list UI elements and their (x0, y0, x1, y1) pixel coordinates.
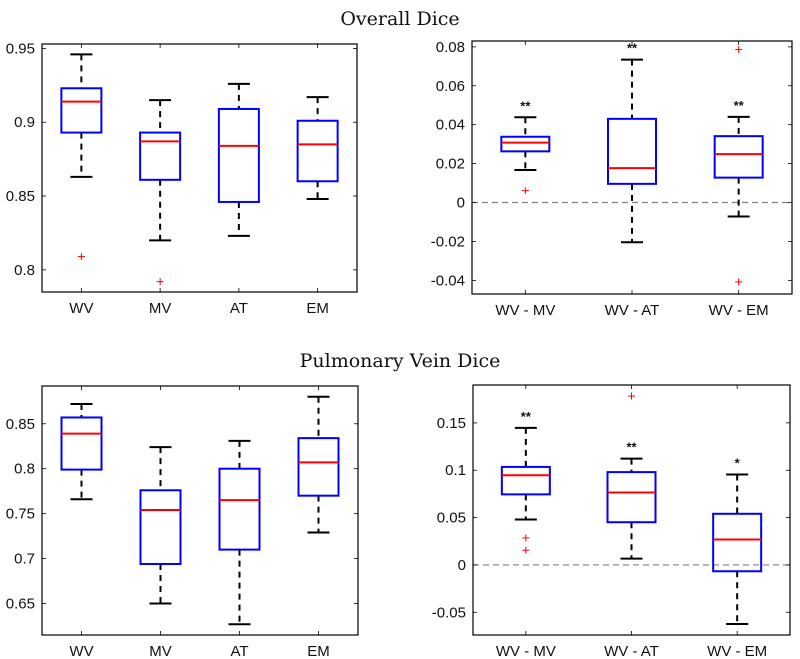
iqr-box (607, 117, 657, 185)
x-tick-label: AT (230, 643, 248, 659)
x-tick-label: EM (307, 643, 330, 659)
x-tick-label: WV - MV (496, 643, 556, 659)
x-tick-label: WV (69, 300, 93, 317)
iqr-box (217, 107, 260, 203)
iqr-box (139, 489, 182, 565)
y-tick-label: 0.9 (14, 114, 35, 131)
x-tick-label: MV (149, 300, 172, 317)
boxplot-overall-dice-methods: 0.8 0.85 0.9 0.95 WV MV AT EM (6, 40, 358, 317)
outlier-marker (522, 534, 530, 542)
y-tick-label: 0 (457, 195, 465, 212)
significance-label: ** (521, 409, 532, 424)
y-tick-label: 0.05 (437, 510, 466, 527)
axes-frame (471, 40, 793, 295)
x-tick-label: WV - MV (495, 302, 555, 319)
y-tick-label: 0.15 (437, 415, 466, 432)
y-tick-label: -0.02 (431, 233, 465, 250)
x-tick-label: WV - EM (709, 302, 769, 319)
y-tick-label: 0.8 (14, 262, 35, 279)
box-wv-minus-at: ** WV - AT (604, 385, 659, 659)
axes-frame (41, 385, 359, 636)
figure-title-overall-dice: Overall Dice (340, 8, 460, 30)
box-wv: WV (60, 386, 103, 659)
iqr-box (218, 467, 261, 551)
iqr-box (713, 135, 764, 179)
y-tick-label: 0.1 (445, 462, 466, 479)
outlier-marker (735, 46, 743, 54)
x-tick-label: MV (149, 643, 172, 659)
iqr-box (500, 135, 551, 153)
x-tick-label: WV (69, 643, 93, 659)
box-wv-minus-em: * WV - EM (707, 385, 767, 659)
y-tick-label: 0.85 (6, 416, 35, 433)
box-wv: WV (60, 44, 103, 317)
iqr-box (139, 131, 182, 181)
x-tick-label: AT (230, 300, 248, 317)
iqr-box (60, 416, 103, 471)
y-tick-label: 0.65 (6, 596, 35, 613)
outlier-marker (522, 546, 530, 554)
outlier-marker (521, 187, 529, 195)
y-tick-label: -0.04 (431, 272, 465, 289)
iqr-box (712, 512, 763, 573)
significance-label: * (735, 455, 741, 470)
boxplot-pv-dice-methods: 0.65 0.7 0.75 0.8 0.85 WV MV AT EM (6, 385, 359, 659)
box-mv: MV (139, 386, 182, 659)
box-wv-minus-em: ** WV - EM (709, 41, 769, 319)
axes-frame (41, 43, 358, 293)
y-tick-label: 0 (458, 557, 466, 574)
y-tick-label: 0.75 (6, 506, 35, 523)
box-at: AT (217, 44, 260, 317)
y-tick-label: 0.08 (436, 39, 465, 56)
box-mv: MV (139, 44, 182, 317)
significance-label: ** (626, 440, 637, 455)
y-tick-label: 0.85 (6, 188, 35, 205)
x-tick-label: EM (306, 300, 329, 317)
y-tick-label: 0.8 (14, 461, 35, 478)
box-at: AT (218, 386, 261, 659)
outlier-marker (77, 253, 85, 261)
figure-title-pulmonary-vein-dice: Pulmonary Vein Dice (299, 350, 501, 372)
box-wv-minus-at: ** WV - AT (605, 41, 660, 319)
outlier-marker (735, 278, 743, 286)
y-tick-label: 0.04 (436, 117, 465, 134)
y-tick-label: -0.05 (432, 604, 466, 621)
x-tick-label: WV - EM (707, 643, 767, 659)
box-em: EM (297, 386, 340, 659)
y-tick-label: 0.95 (6, 40, 35, 57)
boxplot-pv-dice-differences: -0.05 0 0.05 0.1 0.15 ** WV - MV ** WV - AT * WV -… (432, 384, 791, 659)
outlier-marker (628, 392, 635, 400)
iqr-box (606, 471, 657, 524)
significance-label: ** (734, 98, 745, 113)
y-tick-label: 0.7 (14, 551, 35, 568)
x-tick-label: WV - AT (604, 643, 659, 659)
y-tick-label: 0.06 (436, 78, 465, 95)
significance-label: ** (627, 41, 638, 56)
axes-frame (472, 384, 791, 636)
iqr-box (500, 465, 551, 496)
iqr-box (297, 437, 340, 497)
y-tick-label: 0.02 (436, 156, 465, 173)
iqr-box (296, 119, 339, 183)
significance-label: ** (520, 98, 531, 113)
x-tick-label: WV - AT (605, 302, 660, 319)
box-wv-minus-mv: ** WV - MV (496, 385, 556, 659)
box-wv-minus-mv: ** WV - MV (495, 41, 555, 319)
iqr-box (60, 87, 103, 134)
boxplot-overall-dice-differences: -0.04 -0.02 0 0.02 0.04 0.06 0.08 ** WV - MV ** WV… (431, 39, 793, 319)
box-em: EM (296, 44, 339, 317)
outlier-marker (156, 278, 164, 286)
